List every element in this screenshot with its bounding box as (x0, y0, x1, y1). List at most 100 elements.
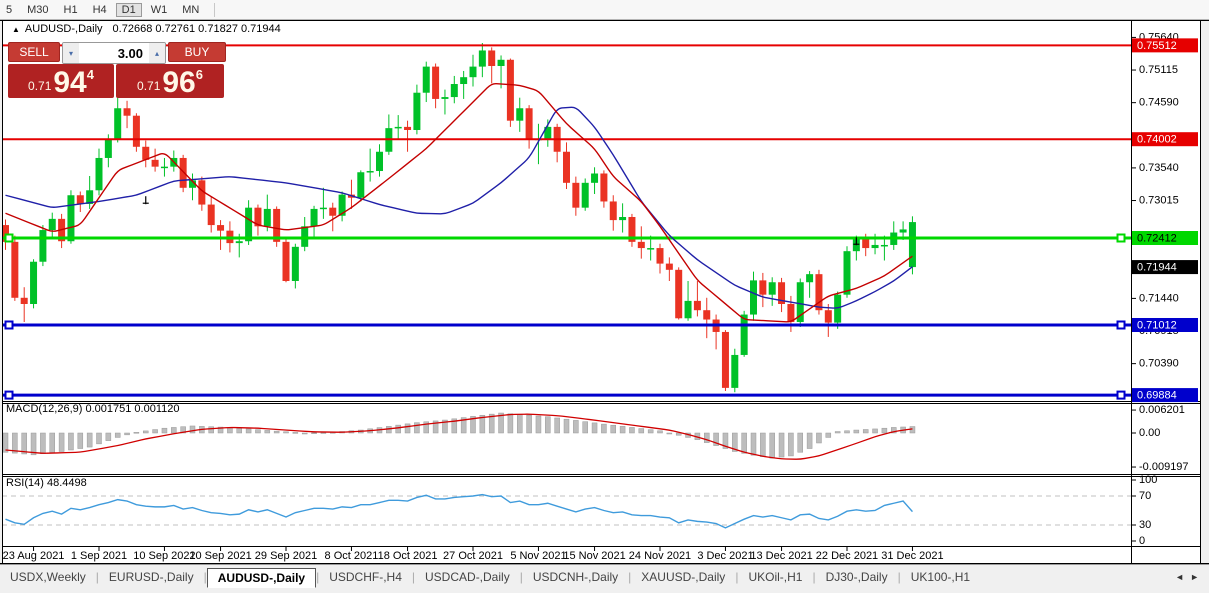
chart-tab-dj30-daily[interactable]: DJ30-,Daily (825, 570, 888, 584)
macd-axis-label: 0.006201 (1139, 404, 1185, 416)
candle-body (703, 310, 711, 320)
candle-body (609, 201, 617, 221)
macd-histogram-bar (507, 413, 514, 434)
chart-tab-usdcnh-daily[interactable]: USDCNH-,Daily (532, 570, 619, 584)
macd-histogram-bar (311, 432, 317, 435)
rsi-axis-label: 30 (1139, 519, 1151, 531)
timeframe-button-mn[interactable]: MN (182, 3, 200, 16)
macd-histogram-bar (769, 432, 775, 459)
candle-body (48, 218, 56, 231)
macd-histogram-bar (563, 418, 570, 434)
macd-histogram-bar (105, 432, 112, 441)
candle-body (843, 251, 851, 295)
date-axis-label: 18 Oct 2021 (378, 550, 438, 562)
chart-tab-usdchf-h4[interactable]: USDCHF-,H4 (329, 570, 402, 584)
buy-price-display[interactable]: 0.71 96 6 (116, 64, 224, 98)
chart-tab-audusd-daily[interactable]: AUDUSD-,Daily (206, 568, 317, 588)
candle-body (235, 241, 243, 244)
candle-body (160, 166, 168, 169)
ma-slow-line (5, 106, 913, 309)
chart-tab-eurusd-daily[interactable]: EURUSD-,Daily (108, 570, 194, 584)
macd-histogram-bar (498, 412, 504, 434)
tab-separator: | (735, 570, 739, 584)
tab-separator: | (897, 570, 901, 584)
tab-scroll-arrows: ◄► (1175, 572, 1205, 582)
macd-histogram-bar (582, 421, 588, 434)
candle-body (488, 50, 496, 66)
timeframe-button-d1[interactable]: D1 (115, 2, 142, 17)
timeframe-button-h4[interactable]: H4 (92, 3, 107, 16)
rsi-axis-label: 70 (1139, 490, 1151, 502)
candle-body (422, 66, 430, 93)
tab-scroll-right-icon[interactable]: ► (1190, 572, 1205, 582)
candle-body (871, 244, 879, 249)
candle-body (432, 66, 440, 99)
chart-tab-usdx-weekly[interactable]: USDX,Weekly (10, 570, 86, 584)
macd-histogram-bar (236, 428, 242, 434)
date-axis-label: 24 Nov 2021 (629, 550, 691, 562)
level-line-handle[interactable] (1116, 320, 1126, 330)
candle-body (787, 303, 795, 323)
macd-histogram-bar (245, 428, 252, 434)
chart-tab-usdcad-daily[interactable]: USDCAD-,Daily (425, 570, 510, 584)
timeframe-button-m30[interactable]: M30 (27, 3, 49, 16)
candle-body (731, 354, 739, 388)
candle-body (413, 92, 421, 131)
candle-body (366, 171, 374, 173)
collapse-triangle-icon[interactable]: ▲ (12, 25, 20, 34)
symbol-tab-bar: USDX,Weekly | EURUSD-,Daily | AUDUSD-,Daily |… (0, 564, 1209, 593)
sell-price-sup: 4 (86, 67, 94, 82)
candle-body (908, 222, 916, 268)
candle-body (376, 151, 383, 172)
candle-body (114, 108, 122, 140)
macd-histogram-bar (797, 432, 803, 453)
candle-body (544, 126, 552, 139)
macd-histogram-bar (853, 429, 860, 434)
candle-body (263, 208, 271, 227)
chart-tab-uk100-h1[interactable]: UK100-,H1 (910, 570, 971, 584)
price-badge (1132, 38, 1198, 53)
price-badge (1132, 260, 1198, 275)
candle-body (189, 180, 196, 188)
level-line-handle[interactable] (4, 320, 14, 330)
timeframe-toolbar: 5 M30 H1 H4 D1 W1 MN (0, 0, 1209, 20)
candle-body (478, 50, 486, 67)
chart-tab-ukoil-h1[interactable]: UKOil-,H1 (748, 570, 803, 584)
candle-body (11, 241, 19, 298)
candle-body (750, 280, 757, 315)
sell-button[interactable]: SELL (8, 42, 60, 62)
level-line-handle[interactable] (4, 233, 14, 243)
buy-button[interactable]: BUY (168, 42, 226, 62)
candle-body (179, 157, 187, 188)
candle-body (581, 182, 589, 208)
timeframe-button-5[interactable]: 5 (6, 3, 13, 16)
candle-body (796, 282, 804, 323)
timeframe-button-h1[interactable]: H1 (63, 3, 78, 16)
price-badge-label: 0.71012 (1137, 319, 1177, 331)
tab-separator: | (519, 570, 523, 584)
candle-body (450, 84, 458, 98)
date-axis-label: 15 Nov 2021 (563, 550, 625, 562)
tab-separator: | (316, 570, 320, 584)
one-click-trade-panel: SELL ▾ 3.00 ▴ BUY 0.71 94 4 0.71 96 6 (8, 42, 226, 98)
timeframe-button-w1[interactable]: W1 (150, 3, 168, 16)
buy-price-sup: 6 (195, 67, 203, 82)
date-axis-label: 22 Dec 2021 (816, 550, 878, 562)
lot-size-field[interactable]: 3.00 (117, 45, 143, 61)
tab-scroll-left-icon[interactable]: ◄ (1175, 572, 1191, 582)
level-line-handle[interactable] (1116, 233, 1126, 243)
macd-histogram-bar (722, 432, 729, 449)
level-line-handle[interactable] (4, 390, 14, 400)
level-line-handle[interactable] (1116, 390, 1126, 400)
candle-body (394, 126, 402, 129)
macd-histogram-bar (629, 427, 635, 434)
sell-price-display[interactable]: 0.71 94 4 (8, 64, 114, 98)
candle-body (469, 66, 477, 78)
lot-decrease-button[interactable]: ▾ (63, 43, 79, 63)
candle-body (815, 274, 823, 311)
candle-body (834, 294, 842, 323)
date-axis-label: 5 Nov 2021 (510, 550, 566, 562)
chart-tab-xauusd-daily[interactable]: XAUUSD-,Daily (641, 570, 726, 584)
lot-increase-button[interactable]: ▴ (149, 43, 165, 63)
